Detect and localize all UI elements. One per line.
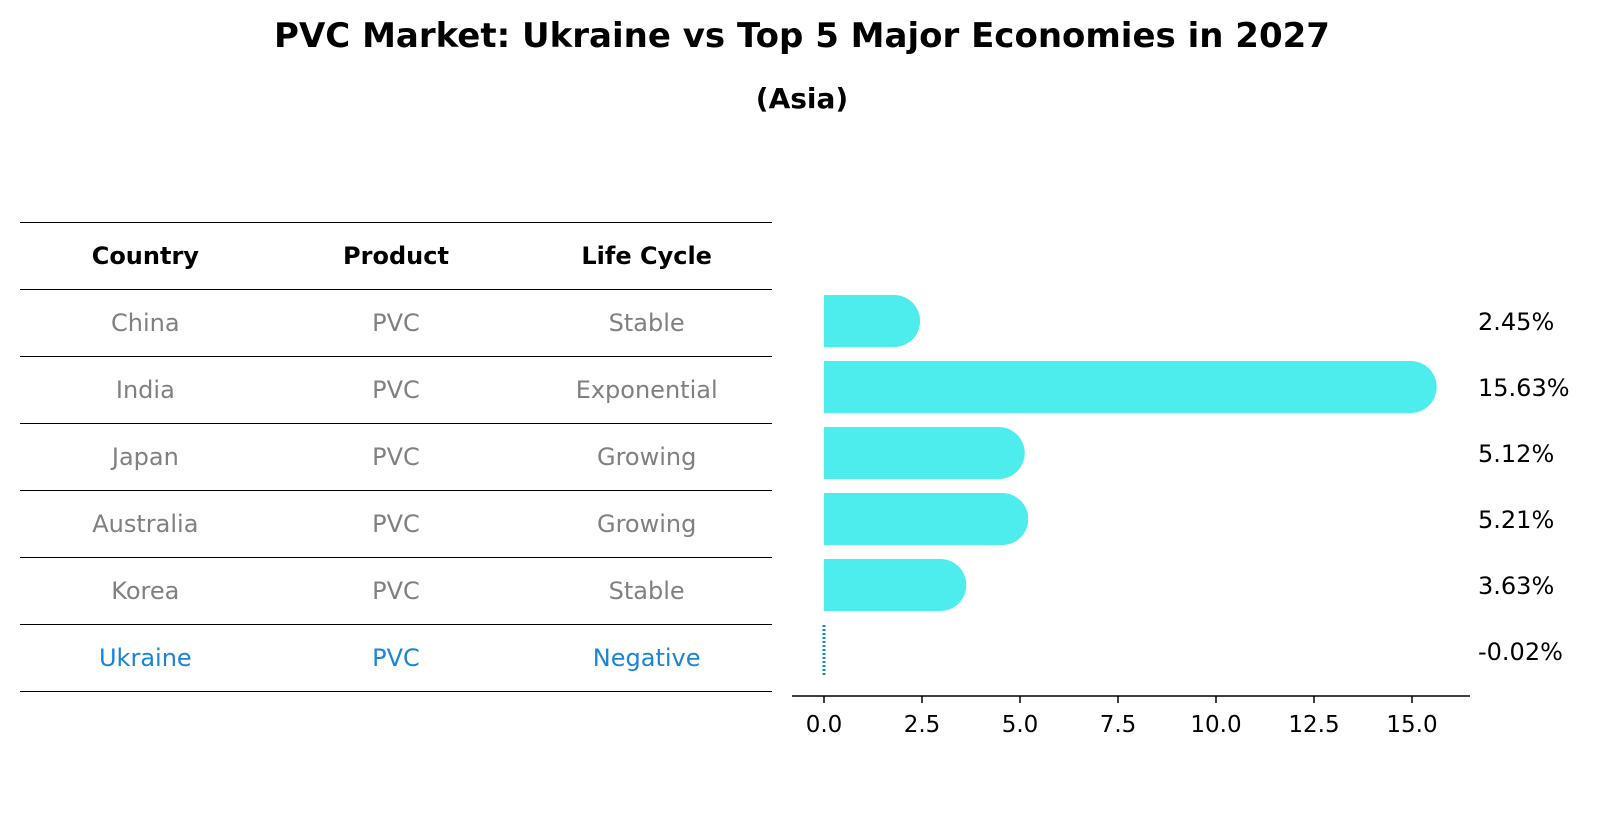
bar-australia — [824, 493, 1029, 545]
cell-country: India — [20, 356, 271, 424]
cell-life-cycle: Growing — [521, 423, 772, 491]
header-life-cycle: Life Cycle — [521, 222, 772, 290]
cell-country: Korea — [20, 557, 271, 625]
header-country: Country — [20, 222, 271, 290]
cell-life-cycle: Growing — [521, 490, 772, 558]
bar-korea — [824, 559, 967, 611]
table-row: China PVC Stable — [20, 289, 772, 357]
x-tick-label: 0.0 — [806, 712, 843, 738]
x-tick-label: 7.5 — [1100, 712, 1137, 738]
cell-life-cycle: Exponential — [521, 356, 772, 424]
table-header-row: Country Product Life Cycle — [20, 222, 772, 290]
cell-product: PVC — [270, 557, 522, 625]
x-tick-label: 15.0 — [1386, 712, 1437, 738]
value-label-china: 2.45% — [1478, 308, 1554, 336]
bar-china — [824, 295, 921, 347]
bar-india — [824, 361, 1437, 413]
cell-country: Ukraine — [20, 624, 271, 692]
value-label-ukraine: -0.02% — [1478, 638, 1563, 666]
header-product: Product — [270, 222, 522, 290]
x-tick-label: 5.0 — [1002, 712, 1039, 738]
cell-product: PVC — [270, 490, 522, 558]
cell-product: PVC — [270, 624, 522, 692]
market-table: Country Product Life Cycle China PVC Sta… — [20, 222, 772, 692]
cell-life-cycle: Stable — [521, 289, 772, 357]
cell-country: Australia — [20, 490, 271, 558]
cell-life-cycle: Negative — [521, 624, 772, 692]
value-label-australia: 5.21% — [1478, 506, 1554, 534]
cell-product: PVC — [270, 289, 522, 357]
cell-country: China — [20, 289, 271, 357]
cell-product: PVC — [270, 423, 522, 491]
cell-country: Japan — [20, 423, 271, 491]
table-row-highlight: Ukraine PVC Negative — [20, 624, 772, 692]
table-row: Korea PVC Stable — [20, 557, 772, 625]
table-row: Australia PVC Growing — [20, 490, 772, 558]
chart-title: PVC Market: Ukraine vs Top 5 Major Econo… — [274, 16, 1330, 56]
bar-japan — [824, 427, 1025, 479]
table-row: Japan PVC Growing — [20, 423, 772, 491]
cell-product: PVC — [270, 356, 522, 424]
value-label-korea: 3.63% — [1478, 572, 1554, 600]
x-tick-label: 12.5 — [1288, 712, 1339, 738]
x-tick-label: 10.0 — [1190, 712, 1241, 738]
table-row: India PVC Exponential — [20, 356, 772, 424]
chart-subtitle: (Asia) — [755, 82, 849, 115]
x-tick-label: 2.5 — [904, 712, 941, 738]
value-label-india: 15.63% — [1478, 374, 1570, 402]
cell-life-cycle: Stable — [521, 557, 772, 625]
value-label-japan: 5.12% — [1478, 440, 1554, 468]
